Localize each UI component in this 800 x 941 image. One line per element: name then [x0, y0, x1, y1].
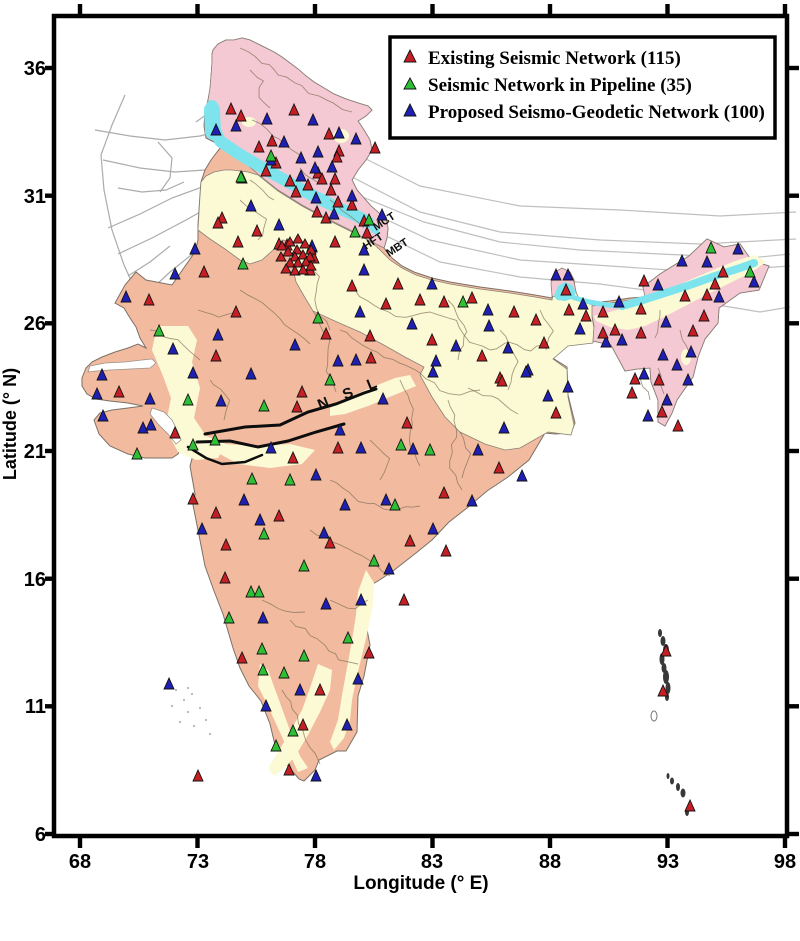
svg-text:98: 98 — [774, 851, 796, 873]
svg-text:73: 73 — [187, 851, 209, 873]
svg-text:93: 93 — [657, 851, 679, 873]
svg-text:21: 21 — [24, 441, 46, 463]
svg-text:Seismic Network in Pipeline (3: Seismic Network in Pipeline (35) — [428, 75, 692, 96]
svg-text:Existing Seismic Network (115): Existing Seismic Network (115) — [428, 48, 681, 69]
svg-text:Latitude (° N): Latitude (° N) — [0, 368, 20, 480]
svg-text:6: 6 — [35, 824, 46, 846]
svg-text:83: 83 — [421, 851, 443, 873]
svg-text:26: 26 — [24, 313, 46, 335]
svg-text:11: 11 — [25, 696, 46, 718]
svg-text:68: 68 — [69, 851, 91, 873]
svg-text:88: 88 — [539, 851, 561, 873]
svg-text:Longitude (° E): Longitude (° E) — [353, 873, 488, 894]
svg-text:36: 36 — [24, 58, 46, 80]
svg-text:Proposed Seismo-Geodetic Netwo: Proposed Seismo-Geodetic Network (100) — [428, 102, 765, 123]
svg-text:16: 16 — [24, 569, 46, 591]
svg-text:31: 31 — [24, 186, 46, 208]
svg-text:78: 78 — [304, 851, 326, 873]
